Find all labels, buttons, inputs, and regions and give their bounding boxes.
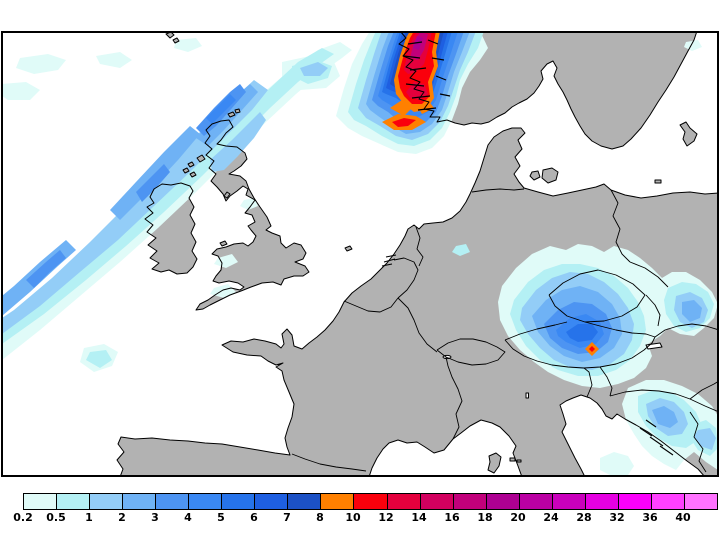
border-czechia-slovakia <box>645 294 661 327</box>
elba <box>509 457 516 462</box>
border-italy-slovenia <box>583 367 593 398</box>
colorbar-segment <box>453 494 487 509</box>
border-germany-poland <box>610 189 631 263</box>
lake-garda <box>525 392 529 399</box>
colorbar-tick-label: 0.2 <box>13 511 33 524</box>
colorbar-segment <box>618 494 652 509</box>
orkney-islands <box>227 111 236 118</box>
colorbar-segment <box>585 494 619 509</box>
colorbar-segment <box>57 494 91 509</box>
border-france-italy <box>445 356 463 440</box>
colorbar-segment <box>189 494 223 509</box>
landmass-bornholm <box>655 180 661 183</box>
border-france-germany <box>397 297 438 353</box>
border-belgium <box>393 257 419 299</box>
colorbar-tick-label: 5 <box>217 511 225 524</box>
colorbar-tick-label: 2 <box>118 511 126 524</box>
border-bosnia-serbia <box>689 411 707 473</box>
croatian-islands <box>639 419 674 456</box>
colorbar-segment <box>255 494 289 509</box>
zeeland-delta <box>381 254 397 267</box>
landmasses <box>117 33 717 476</box>
colorbar-tick-label: 20 <box>510 511 526 524</box>
colorbar-segment <box>684 494 717 509</box>
border-croatia-hungary <box>689 381 717 400</box>
map-frame <box>1 31 719 477</box>
border-germany-austria <box>504 321 568 341</box>
colorbar-tick-label: 3 <box>151 511 159 524</box>
border-austria-slovenia <box>599 366 613 397</box>
colorbar-tick-label: 0.5 <box>46 511 66 524</box>
colorbar-tick-label: 7 <box>283 511 291 524</box>
anglesey <box>219 240 228 247</box>
colorbar-tick-label: 16 <box>444 511 460 524</box>
border-france-belgium <box>343 297 399 313</box>
colorbar-tick-label: 6 <box>250 511 258 524</box>
coastlines <box>116 33 717 476</box>
colorbar-segment <box>420 494 454 509</box>
colorbar-segment <box>222 494 256 509</box>
border-czechia <box>548 269 646 323</box>
border-slovenia-croatia <box>609 389 717 412</box>
colorbar-segment <box>288 494 322 509</box>
country-borders <box>291 188 717 473</box>
colorbar-segment <box>519 494 553 509</box>
colorbar-labels: 0.2 0.5 1 2 3 4 5 6 7 8 10 12 14 16 18 20 24 28 32 36 40 <box>13 511 720 527</box>
border-netherlands-germany <box>415 226 424 267</box>
colorbar-tick-label: 12 <box>378 511 394 524</box>
colorbar-tick-label: 8 <box>316 511 324 524</box>
colorbar-segment <box>354 494 388 509</box>
small-islands <box>165 33 522 463</box>
colorbar-segment <box>321 494 355 509</box>
colorbar-tick-label: 18 <box>477 511 493 524</box>
colorbar <box>23 493 718 510</box>
colorbar-segment <box>156 494 190 509</box>
colorbar-segment <box>24 494 58 509</box>
hebrides <box>196 154 206 163</box>
colorbar-tick-label: 14 <box>411 511 427 524</box>
colorbar-segment <box>651 494 685 509</box>
border-switzerland <box>436 338 506 366</box>
colorbar-tick-label: 36 <box>642 511 658 524</box>
border-france-spain <box>291 453 367 472</box>
colorbar-tick-label: 28 <box>576 511 592 524</box>
colorbar-tick-label: 40 <box>675 511 691 524</box>
faroe-islands <box>165 33 175 39</box>
colorbar-segment <box>486 494 520 509</box>
colorbar-segment <box>387 494 421 509</box>
colorbar-segment <box>123 494 157 509</box>
colorbar-tick-label: 4 <box>184 511 192 524</box>
isle-speck <box>344 245 353 252</box>
border-poland-czechia <box>629 261 669 288</box>
border-denmark-germany <box>471 188 525 193</box>
colorbar-tick-label: 32 <box>609 511 625 524</box>
colorbar-segment <box>552 494 586 509</box>
colorbar-tick-label: 1 <box>85 511 93 524</box>
islay-jura <box>223 191 231 199</box>
colorbar-tick-label: 10 <box>345 511 361 524</box>
colorbar-tick-label: 24 <box>543 511 559 524</box>
border-austria-north <box>584 321 656 338</box>
fjord-lines <box>403 39 451 111</box>
border-slovakia-hungary <box>654 323 717 338</box>
colorbar-segment <box>90 494 124 509</box>
